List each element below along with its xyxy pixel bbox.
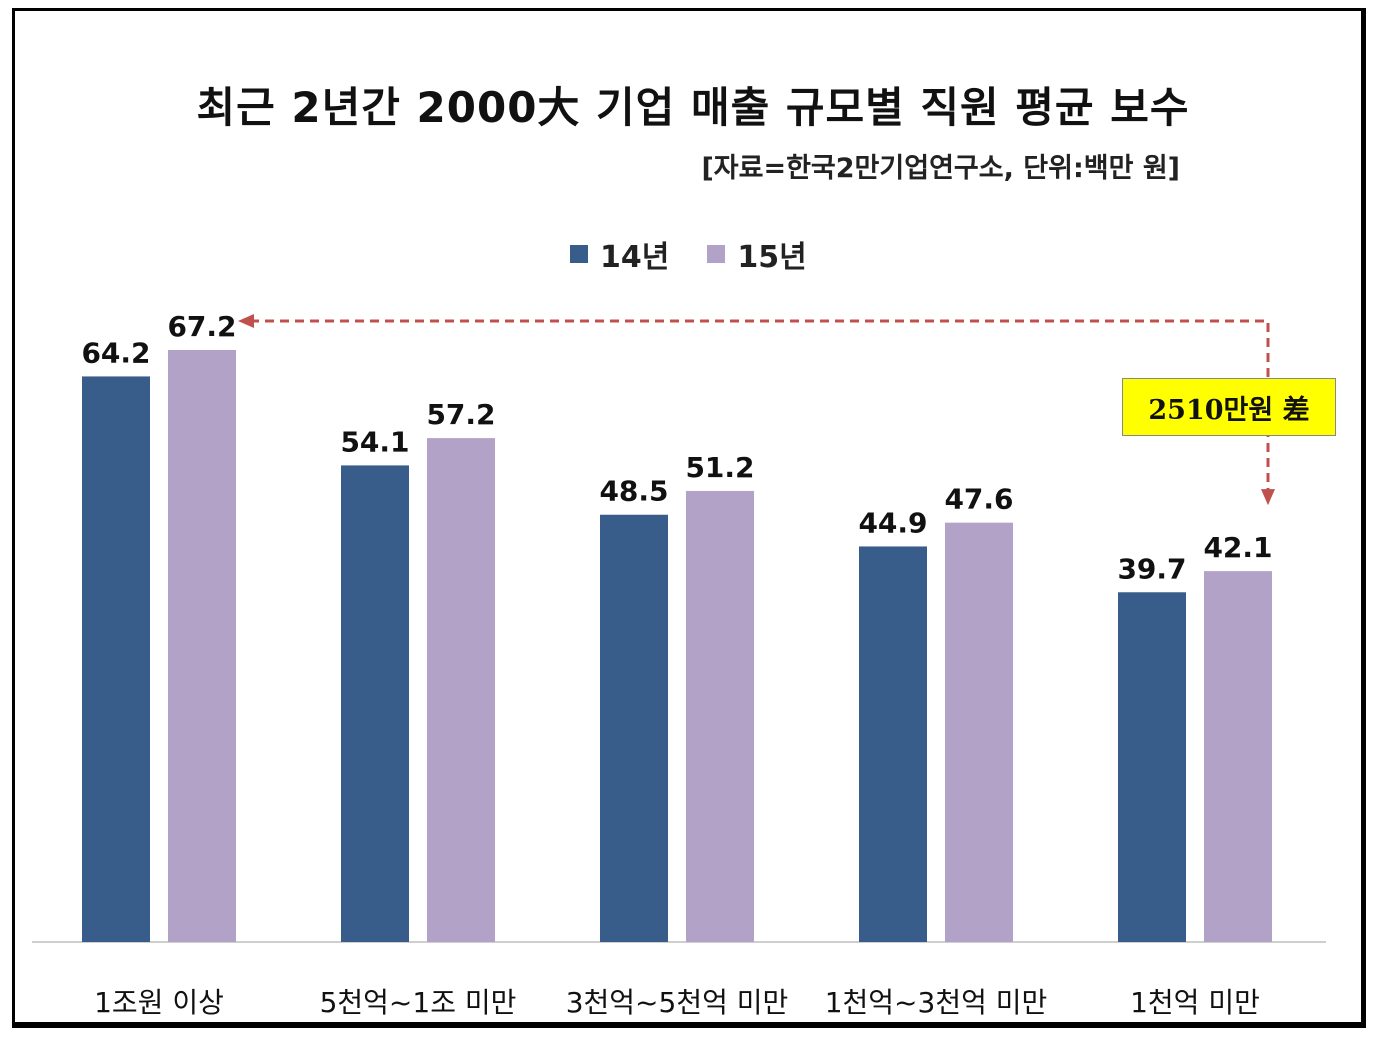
data-label-14-4: 39.7 xyxy=(1117,552,1186,585)
bar-15-1 xyxy=(427,438,495,942)
arrow-head-down xyxy=(1261,489,1275,506)
data-label-15-1: 57.2 xyxy=(426,398,495,431)
chart-title: 최근 2년간 2000大 기업 매출 규모별 직원 평균 보수 xyxy=(196,83,1190,132)
data-label-14-1: 54.1 xyxy=(340,425,409,458)
category-label-4: 1천억 미만 xyxy=(1130,986,1260,1019)
legend-item-14: 14년 xyxy=(570,232,669,276)
category-label-2: 3천억~5천억 미만 xyxy=(566,986,789,1019)
legend-label-15: 15년 xyxy=(737,240,807,275)
bar-15-3 xyxy=(945,522,1013,942)
bar-14-2 xyxy=(600,514,668,942)
chart-subtitle: [자료=한국2만기업연구소, 단위:백만 원] xyxy=(701,153,1180,184)
data-label-14-2: 48.5 xyxy=(599,475,668,508)
bar-14-1 xyxy=(341,465,409,942)
bar-15-0 xyxy=(168,350,236,942)
legend-label-14: 14년 xyxy=(600,240,670,275)
difference-callout: 2510만원 差 xyxy=(1122,378,1336,436)
legend-item-15: 15년 xyxy=(707,232,807,276)
data-label-14-0: 64.2 xyxy=(81,336,150,369)
category-label-1: 5천억~1조 미만 xyxy=(320,986,517,1019)
category-label-3: 1천억~3천억 미만 xyxy=(825,986,1048,1019)
legend: 14년 15년 xyxy=(570,232,845,276)
data-label-15-2: 51.2 xyxy=(685,451,754,484)
data-label-15-0: 67.2 xyxy=(167,310,236,343)
bar-15-2 xyxy=(686,490,754,942)
legend-swatch-15 xyxy=(707,245,726,263)
arrow-head-left xyxy=(238,314,254,328)
data-label-14-3: 44.9 xyxy=(858,506,927,539)
data-label-15-4: 42.1 xyxy=(1203,531,1272,564)
bar-14-3 xyxy=(859,546,927,942)
bar-15-4 xyxy=(1204,571,1272,942)
bar-14-0 xyxy=(82,376,150,942)
legend-swatch-14 xyxy=(570,245,588,263)
bar-14-4 xyxy=(1118,592,1186,942)
category-label-0: 1조원 이상 xyxy=(94,986,224,1019)
data-label-15-3: 47.6 xyxy=(944,483,1013,516)
